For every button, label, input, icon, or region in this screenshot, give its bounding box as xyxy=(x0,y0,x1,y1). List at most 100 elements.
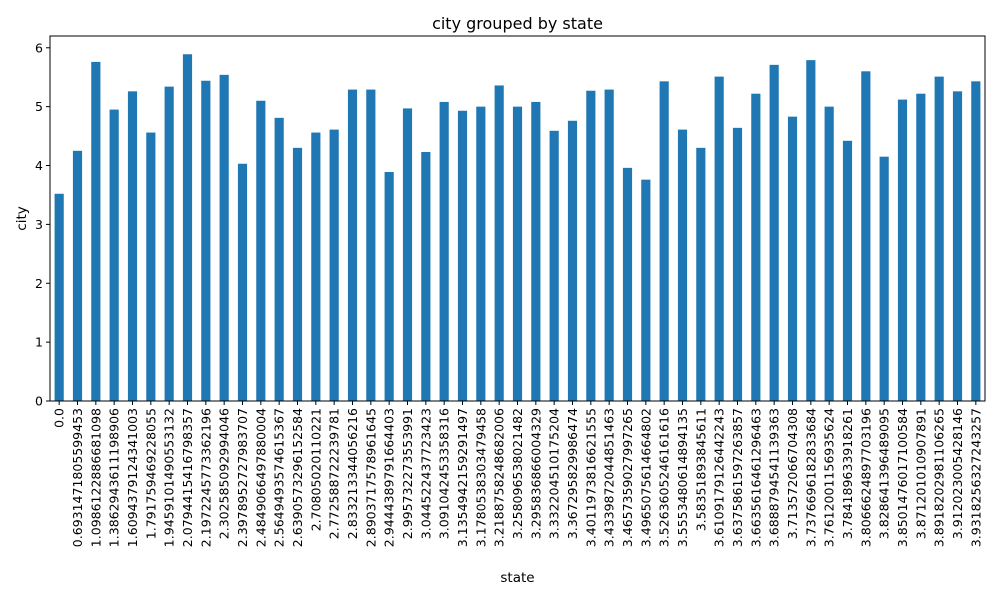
x-tick-label: 3.4339872044851463 xyxy=(602,408,617,547)
bar xyxy=(476,106,486,401)
y-tick-label: 6 xyxy=(35,40,43,55)
x-tick-label: 2.5649493574615367 xyxy=(272,408,287,547)
x-tick-label: 3.8501476017100584 xyxy=(895,408,910,547)
x-tick-label: 3.367295829986474 xyxy=(565,408,580,539)
x-tick-label: 1.3862943611198906 xyxy=(107,408,122,547)
bar xyxy=(879,156,889,401)
bar xyxy=(366,89,376,402)
bar xyxy=(256,100,266,402)
bar xyxy=(384,171,394,401)
x-tick-label: 3.58351893845611 xyxy=(693,408,708,531)
bar xyxy=(641,179,651,401)
x-tick-label: 3.7376696182833684 xyxy=(803,408,818,547)
bar xyxy=(714,76,724,401)
bar xyxy=(677,129,688,401)
bar xyxy=(732,127,743,401)
bar xyxy=(567,120,578,401)
bar xyxy=(586,90,596,401)
x-tick-label: 3.5553480614894135 xyxy=(675,408,690,547)
bar xyxy=(72,150,83,401)
bar xyxy=(164,86,174,402)
x-tick-label: 3.1354942159291497 xyxy=(455,408,470,547)
x-tick-label: 1.791759469228055 xyxy=(143,408,158,539)
bar xyxy=(952,91,963,401)
x-tick-label: 3.258096538021482 xyxy=(510,408,525,539)
bar xyxy=(531,101,541,401)
x-tick-label: 3.8918202981106265 xyxy=(932,408,947,547)
x-tick-label: 3.091042453358316 xyxy=(437,408,452,539)
x-tick-label: 3.713572066704308 xyxy=(785,408,800,539)
x-tick-label: 0.6931471805599453 xyxy=(70,408,85,547)
bar xyxy=(439,101,449,401)
bar xyxy=(659,81,669,402)
bar xyxy=(127,91,138,401)
x-tick-label: 3.784189633918261 xyxy=(840,408,855,539)
x-tick-label: 2.4849066497880004 xyxy=(253,408,268,547)
x-tick-label: 2.3978952727983707 xyxy=(235,408,250,547)
x-tick-label: 3.332204510175204 xyxy=(547,408,562,539)
bar xyxy=(751,93,761,402)
y-tick-label: 0 xyxy=(35,394,43,409)
x-tick-label: 2.6390573296152584 xyxy=(290,408,305,547)
x-tick-label: 3.044522437723423 xyxy=(418,408,433,539)
bar xyxy=(494,85,504,402)
x-tick-label: 1.6094379124341003 xyxy=(125,408,140,547)
bar xyxy=(274,117,284,402)
bar xyxy=(182,54,193,401)
x-tick-label: 3.6109179126442243 xyxy=(712,408,727,547)
bar xyxy=(842,140,853,401)
bar xyxy=(824,106,834,401)
x-tick-label: 3.1780538303479458 xyxy=(473,408,488,547)
x-tick-label: 3.6635616461296463 xyxy=(748,408,763,547)
bar xyxy=(91,61,101,401)
x-tick-label: 2.833213344056216 xyxy=(345,408,360,539)
x-tick-label: 3.295836866004329 xyxy=(528,408,543,539)
bar xyxy=(861,71,871,402)
x-tick-label: 2.1972245773362196 xyxy=(198,408,213,547)
x-tick-label: 2.995732273553991 xyxy=(400,408,415,539)
bar xyxy=(402,108,413,402)
x-tick-label: 3.4965075614664802 xyxy=(638,408,653,547)
chart-title: city grouped by state xyxy=(432,14,603,33)
x-axis: 0.0 0.6931471805599453 1.0986122886681098 1… xyxy=(52,401,983,547)
bar xyxy=(237,163,248,401)
x-tick-label: 3.4657359027997265 xyxy=(620,408,635,547)
bar xyxy=(54,193,64,401)
x-axis-title: state xyxy=(500,570,534,586)
x-tick-label: 0.0 xyxy=(52,408,67,428)
bar xyxy=(109,109,119,401)
y-tick-label: 5 xyxy=(35,99,43,114)
x-tick-label: 3.7612001156935624 xyxy=(822,408,837,547)
bar xyxy=(292,147,303,401)
x-tick-label: 3.2188758248682006 xyxy=(492,408,507,547)
x-tick-label: 3.5263605246161616 xyxy=(657,408,672,547)
bar xyxy=(916,93,926,402)
bars-layer xyxy=(54,54,981,402)
bar xyxy=(549,130,559,401)
bar xyxy=(421,151,431,401)
y-tick-label: 1 xyxy=(35,335,43,350)
x-tick-label: 2.8903717578961645 xyxy=(363,408,378,547)
bar xyxy=(806,60,816,402)
y-tick-label: 3 xyxy=(35,217,43,232)
bar xyxy=(311,132,321,401)
plot-frame xyxy=(49,35,986,402)
bar xyxy=(696,147,706,401)
x-tick-label: 3.9318256327243257 xyxy=(968,408,983,547)
bar xyxy=(897,99,908,402)
x-tick-label: 3.4011973816621555 xyxy=(583,408,598,547)
x-tick-label: 2.772588722239781 xyxy=(327,408,342,539)
bar xyxy=(604,89,614,402)
y-tick-label: 2 xyxy=(35,276,43,291)
x-tick-label: 3.828641396489095 xyxy=(877,408,892,539)
x-tick-label: 2.0794415416798357 xyxy=(180,408,195,547)
y-axis: 0 1 2 3 4 5 6 xyxy=(35,40,50,409)
x-tick-label: 3.912023005428146 xyxy=(950,408,965,539)
bar xyxy=(347,89,358,402)
x-tick-label: 2.302585092994046 xyxy=(217,408,232,539)
bar xyxy=(329,129,339,401)
bar xyxy=(457,110,468,402)
x-tick-label: 3.6888794541139363 xyxy=(767,408,782,547)
bar xyxy=(934,76,944,401)
